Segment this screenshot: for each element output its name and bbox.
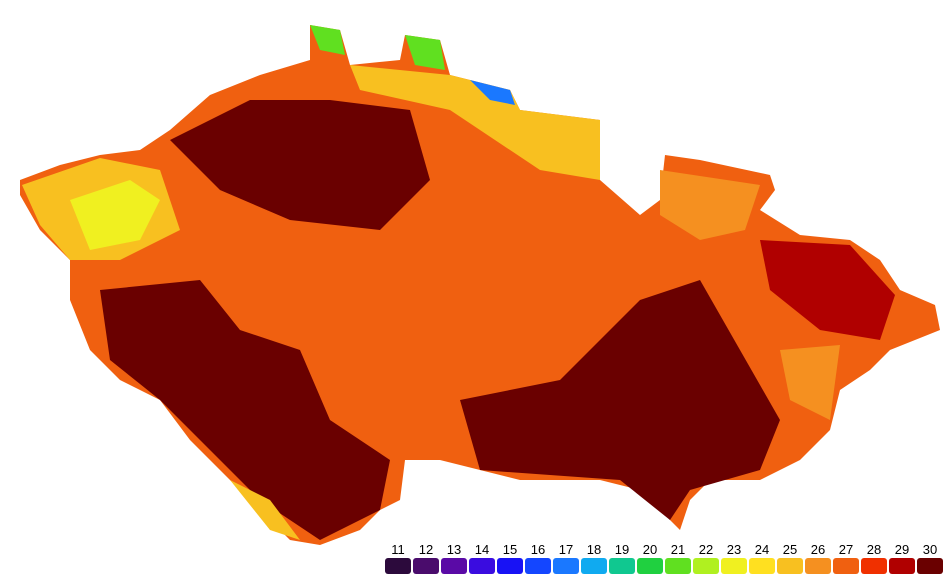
warm-area <box>660 170 840 420</box>
legend-swatch <box>637 558 663 574</box>
legend-swatch <box>609 558 635 574</box>
legend-swatch <box>525 558 551 574</box>
legend-swatch <box>917 558 943 574</box>
legend-swatch <box>581 558 607 574</box>
legend-label: 22 <box>699 542 713 557</box>
legend-label: 30 <box>923 542 937 557</box>
legend-swatch <box>889 558 915 574</box>
legend-swatch <box>749 558 775 574</box>
legend-swatch <box>833 558 859 574</box>
legend-swatch <box>553 558 579 574</box>
legend-label: 28 <box>867 542 881 557</box>
legend-swatch <box>721 558 747 574</box>
cool-area <box>310 25 445 70</box>
legend-swatch <box>693 558 719 574</box>
legend-label: 23 <box>727 542 741 557</box>
hot-area <box>100 280 390 540</box>
legend-swatch <box>385 558 411 574</box>
warm-area <box>350 65 600 180</box>
legend-label: 15 <box>503 542 517 557</box>
legend-swatch <box>861 558 887 574</box>
legend-label: 26 <box>811 542 825 557</box>
legend-label: 20 <box>643 542 657 557</box>
legend-label: 12 <box>419 542 433 557</box>
legend-label: 11 <box>391 542 405 557</box>
legend-label: 16 <box>531 542 545 557</box>
warm-area <box>70 180 160 250</box>
hot-area <box>170 100 430 230</box>
legend-label: 24 <box>755 542 769 557</box>
hot-area <box>760 240 895 340</box>
legend-swatch <box>777 558 803 574</box>
legend-label: 29 <box>895 542 909 557</box>
legend-label: 14 <box>475 542 489 557</box>
legend: 11 12 13 14 15 16 17 18 19 20 21 22 23 24 25 26 27 28 29 30 <box>385 542 943 574</box>
legend-label: 18 <box>587 542 601 557</box>
legend-swatch <box>665 558 691 574</box>
legend-swatch <box>469 558 495 574</box>
legend-label: 17 <box>559 542 573 557</box>
legend-label: 13 <box>447 542 461 557</box>
legend-label: 27 <box>839 542 853 557</box>
legend-label: 25 <box>783 542 797 557</box>
hot-area <box>460 280 780 520</box>
legend-swatch <box>805 558 831 574</box>
legend-swatch <box>497 558 523 574</box>
legend-swatch <box>441 558 467 574</box>
cool-area <box>470 80 515 105</box>
warm-area <box>230 480 300 540</box>
legend-label: 19 <box>615 542 629 557</box>
legend-label: 21 <box>671 542 685 557</box>
legend-swatch <box>413 558 439 574</box>
country-shape <box>20 25 940 545</box>
